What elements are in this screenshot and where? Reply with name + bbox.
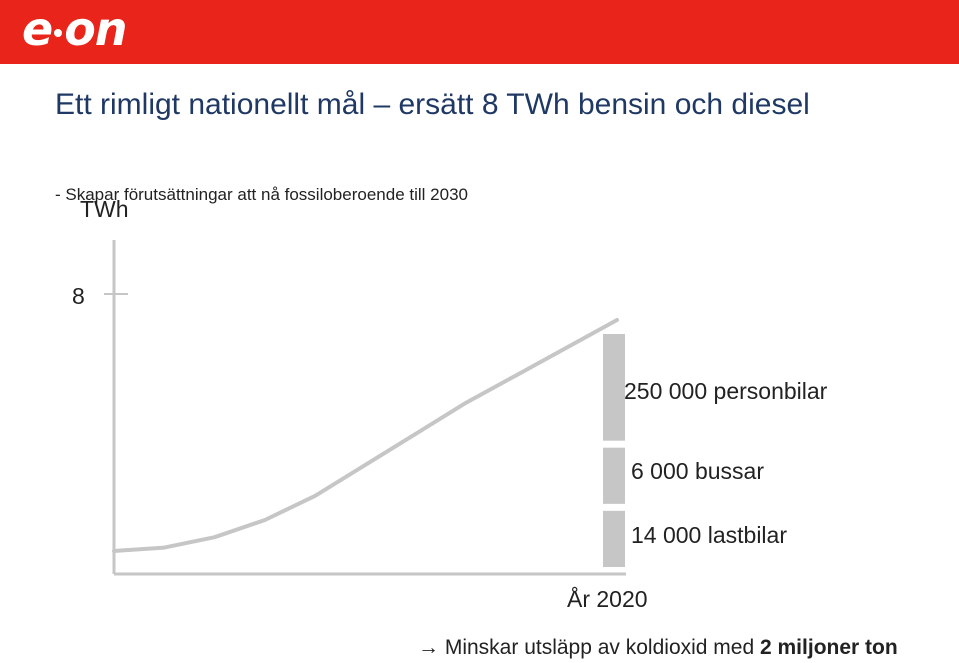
bar-segment <box>603 334 625 441</box>
arrow-icon: → <box>418 636 439 659</box>
x-axis-label: År 2020 <box>567 586 648 612</box>
bar-label-bussar: 6 000 bussar <box>631 458 764 484</box>
footer-bold: 2 miljoner ton <box>760 636 898 659</box>
bar-label-personbilar: 250 000 personbilar <box>624 378 828 404</box>
bar-segment <box>603 510 625 567</box>
y-axis-label: TWh <box>80 196 129 222</box>
stacked-bar <box>603 334 625 567</box>
bar-label-lastbilar: 14 000 lastbilar <box>631 522 787 548</box>
footer-statement: → Minskar utsläpp av koldioxid med 2 mil… <box>418 636 898 660</box>
series-line <box>112 318 619 553</box>
y-tick-label: 8 <box>72 283 85 309</box>
slide-title: Ett rimligt nationellt mål – ersätt 8 TW… <box>55 88 810 121</box>
bar-segment <box>603 447 625 504</box>
footer-text: Minskar utsläpp av koldioxid med <box>444 636 760 659</box>
slide-subtitle: - Skapar förutsättningar att nå fossilob… <box>55 185 468 204</box>
header-bar: e on <box>0 0 959 64</box>
eon-logo: e on <box>22 2 128 56</box>
